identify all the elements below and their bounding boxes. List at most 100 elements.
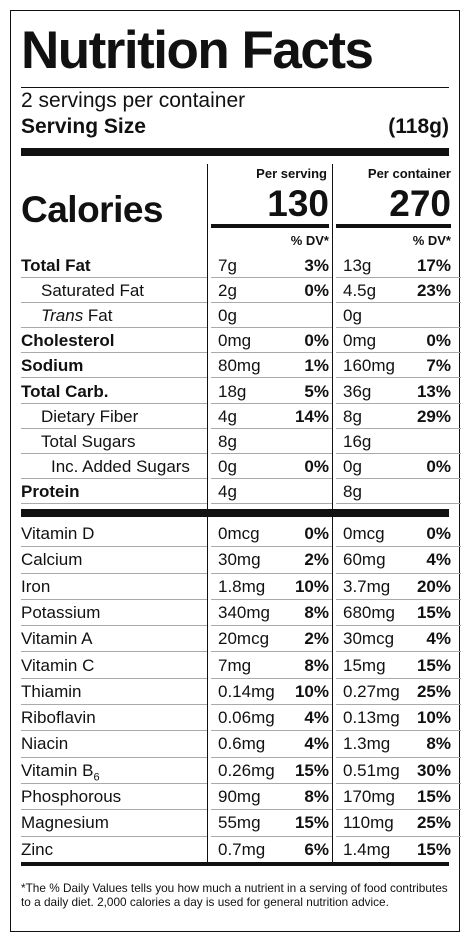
amount-per-serving: 0mcg <box>218 523 260 545</box>
dv-per-container: 0% <box>391 523 451 545</box>
dv-per-container: 4% <box>391 549 451 571</box>
vitamin-row: Zinc0.7mg6%1.4mg15% <box>21 837 449 863</box>
nutrient-row: Total Fat7g3%13g17% <box>21 253 449 278</box>
dv-header-container: % DV* <box>336 233 451 248</box>
dv-per-serving: 15% <box>271 812 329 834</box>
calories-label: Calories <box>21 189 163 231</box>
nutrient-row: Protein 4g 8g <box>21 479 449 504</box>
dv-per-container: 15% <box>391 655 451 677</box>
amount-per-serving: 80mg <box>218 355 261 377</box>
vitamin-row: Vitamin D 0mcg 0% 0mcg 0% <box>21 521 449 547</box>
amount-per-container: 110mg <box>343 812 394 834</box>
nutrient-name: Thiamin <box>21 681 81 703</box>
dv-per-container: 23% <box>391 280 451 302</box>
nutrient-name: Zinc <box>21 839 53 861</box>
amount-per-serving: 30mg <box>218 549 261 571</box>
nutrient-row: Cholesterol0mg0%0mg0% <box>21 328 449 353</box>
vitamin-row: Iron1.8mg10%3.7mg20% <box>21 574 449 600</box>
amount-per-serving: 2g <box>218 280 237 302</box>
nutrient-name: Inc. Added Sugars <box>51 456 190 478</box>
dv-per-serving: 0% <box>271 523 329 545</box>
vitamin-row: Riboflavin0.06mg4%0.13mg10% <box>21 705 449 731</box>
divider-thick <box>21 148 449 156</box>
row-separator <box>21 503 207 504</box>
dv-per-container: 20% <box>391 576 451 598</box>
serving-size: Serving Size (118g) <box>21 114 449 140</box>
dv-per-serving: 2% <box>271 549 329 571</box>
amount-per-container: 0g <box>343 305 362 327</box>
nutrient-name: Riboflavin <box>21 707 96 729</box>
nutrient-name: Niacin <box>21 733 68 755</box>
amount-per-container: 30mcg <box>343 628 394 650</box>
dv-per-container: 13% <box>391 381 451 403</box>
dv-per-container: 25% <box>391 681 451 703</box>
row-separator <box>336 503 461 504</box>
amount-per-container: 15mg <box>343 655 386 677</box>
dv-per-serving: 4% <box>271 707 329 729</box>
calories-per-serving: 130 <box>211 183 329 225</box>
divider-medium <box>21 862 449 866</box>
nutrient-row: Saturated Fat2g0%4.5g23% <box>21 278 449 303</box>
nutrient-name: Phosphorous <box>21 786 121 808</box>
dv-per-serving: 8% <box>271 786 329 808</box>
amount-per-container: 8g <box>343 481 362 503</box>
nutrient-name: Iron <box>21 576 50 598</box>
amount-per-container: 60mg <box>343 549 386 571</box>
amount-per-container: 160mg <box>343 355 395 377</box>
dv-per-container: 15% <box>391 602 451 624</box>
dv-per-container: 17% <box>391 255 451 277</box>
nutrient-name: Vitamin C <box>21 655 94 677</box>
serving-size-value: (118g) <box>388 114 449 140</box>
nutrient-name: Protein <box>21 481 80 503</box>
dv-per-container: 29% <box>391 406 451 428</box>
dv-per-container: 30% <box>391 760 451 782</box>
dv-per-serving: 10% <box>271 681 329 703</box>
dv-per-serving: 15% <box>271 760 329 782</box>
vitamin-row: Calcium30mg2%60mg4% <box>21 547 449 573</box>
nutrient-name: Saturated Fat <box>41 280 144 302</box>
per-serving-header: Per serving <box>211 166 327 181</box>
amount-per-container: 36g <box>343 381 371 403</box>
dv-per-serving: 2% <box>271 628 329 650</box>
dv-per-container: 15% <box>391 839 451 861</box>
row-separator <box>211 503 332 504</box>
amount-per-container: 13g <box>343 255 371 277</box>
dv-per-serving: 10% <box>271 576 329 598</box>
amount-per-container: 0g <box>343 456 362 478</box>
amount-per-serving: 18g <box>218 381 246 403</box>
amount-per-serving: 20mcg <box>218 628 269 650</box>
vitamin-row: Magnesium55mg15%110mg25% <box>21 810 449 836</box>
nutrient-name: Total Sugars <box>41 431 136 453</box>
nutrient-row: Trans Fat0g0g <box>21 303 449 328</box>
per-container-header: Per container <box>336 166 451 181</box>
divider-thick <box>21 509 449 517</box>
amount-per-serving: 0g <box>218 456 237 478</box>
amount-per-container: 16g <box>343 431 371 453</box>
dv-per-container: 0% <box>391 456 451 478</box>
vitamin-row: Vitamin B60.26mg15%0.51mg30% <box>21 758 449 784</box>
amount-per-container: 680mg <box>343 602 395 624</box>
amount-per-serving: 1.8mg <box>218 576 265 598</box>
dv-per-container: 7% <box>391 355 451 377</box>
dv-per-container: 15% <box>391 786 451 808</box>
amount-per-container: 1.4mg <box>343 839 390 861</box>
nutrient-name: Vitamin D <box>21 523 94 545</box>
vitamin-row: Phosphorous90mg8%170mg15% <box>21 784 449 810</box>
calories-rule <box>336 224 451 228</box>
dv-per-serving: 14% <box>271 406 329 428</box>
amount-per-container: 0mcg <box>343 523 385 545</box>
amount-per-container: 1.3mg <box>343 733 390 755</box>
amount-per-serving: 7g <box>218 255 237 277</box>
nutrient-name: Total Fat <box>21 255 91 277</box>
nutrient-row: Dietary Fiber4g14%8g29% <box>21 404 449 429</box>
amount-per-serving: 7mg <box>218 655 251 677</box>
amount-per-serving: 4g <box>218 481 237 503</box>
nutrient-row: Total Carb.18g5%36g13% <box>21 379 449 404</box>
calories-rule <box>211 224 329 228</box>
nutrient-row: Sodium80mg1%160mg7% <box>21 353 449 378</box>
amount-per-serving: 0.26mg <box>218 760 275 782</box>
dv-per-container: 8% <box>391 733 451 755</box>
amount-per-container: 8g <box>343 406 362 428</box>
dv-per-serving: 8% <box>271 602 329 624</box>
nutrient-name: Sodium <box>21 355 83 377</box>
